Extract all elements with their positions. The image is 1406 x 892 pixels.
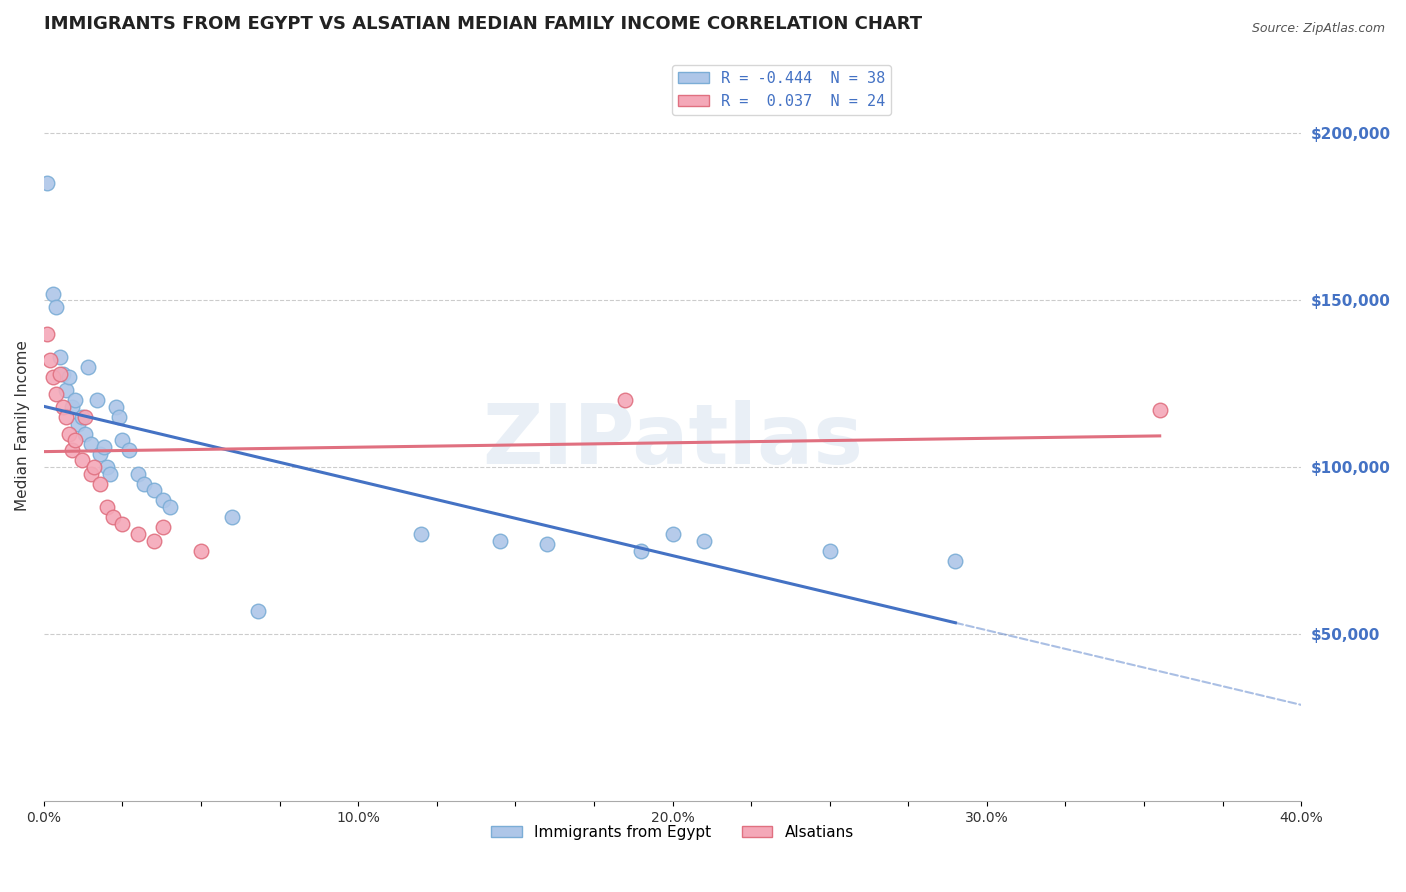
Point [42, 286, 65, 301]
Point [52, 367, 75, 381]
Point [65, 393, 87, 408]
Point [246, 604, 269, 618]
Point [86, 393, 108, 408]
Point [70, 410, 93, 425]
Point [93, 440, 115, 454]
Point [35, 326, 58, 341]
Point [1149, 403, 1171, 417]
Text: Source: ZipAtlas.com: Source: ZipAtlas.com [1251, 22, 1385, 36]
Point [55, 410, 77, 425]
Point [614, 393, 637, 408]
Point [111, 434, 134, 448]
Point [127, 467, 149, 481]
Point [105, 400, 128, 414]
Point [39, 353, 62, 368]
Point [42, 370, 65, 384]
Point [83, 460, 105, 475]
Point [98, 467, 121, 481]
Point [48, 367, 70, 381]
Point [73, 426, 96, 441]
Y-axis label: Median Family Income: Median Family Income [15, 340, 30, 511]
Point [127, 526, 149, 541]
Point [58, 370, 80, 384]
Point [58, 426, 80, 441]
Text: IMMIGRANTS FROM EGYPT VS ALSATIAN MEDIAN FAMILY INCOME CORRELATION CHART: IMMIGRANTS FROM EGYPT VS ALSATIAN MEDIAN… [44, 15, 922, 33]
Point [80, 436, 103, 450]
Point [118, 443, 141, 458]
Point [536, 537, 558, 551]
Point [96, 500, 118, 515]
Point [945, 553, 967, 567]
Point [159, 500, 181, 515]
Point [80, 467, 103, 481]
Point [142, 483, 165, 498]
Point [661, 526, 683, 541]
Point [488, 533, 510, 548]
Point [60, 400, 83, 414]
Point [73, 410, 96, 425]
Point [89, 476, 111, 491]
Point [55, 384, 77, 398]
Point [96, 460, 118, 475]
Point [409, 526, 432, 541]
Point [108, 410, 131, 425]
Point [818, 543, 841, 558]
Text: ZIPatlas: ZIPatlas [482, 400, 863, 481]
Point [152, 493, 174, 508]
Point [152, 520, 174, 534]
Point [60, 443, 83, 458]
Point [67, 417, 90, 431]
Point [111, 516, 134, 531]
Point [52, 400, 75, 414]
Point [77, 359, 100, 374]
Point [221, 510, 243, 524]
Point [142, 533, 165, 548]
Point [65, 434, 87, 448]
Point [101, 510, 124, 524]
Point [134, 476, 156, 491]
Legend: Immigrants from Egypt, Alsatians: Immigrants from Egypt, Alsatians [485, 819, 860, 846]
Point [35, 177, 58, 191]
Point [45, 386, 67, 401]
Point [630, 543, 652, 558]
Point [45, 300, 67, 314]
Point [89, 447, 111, 461]
Point [70, 453, 93, 467]
Point [693, 533, 716, 548]
Point [190, 543, 212, 558]
Point [48, 350, 70, 364]
